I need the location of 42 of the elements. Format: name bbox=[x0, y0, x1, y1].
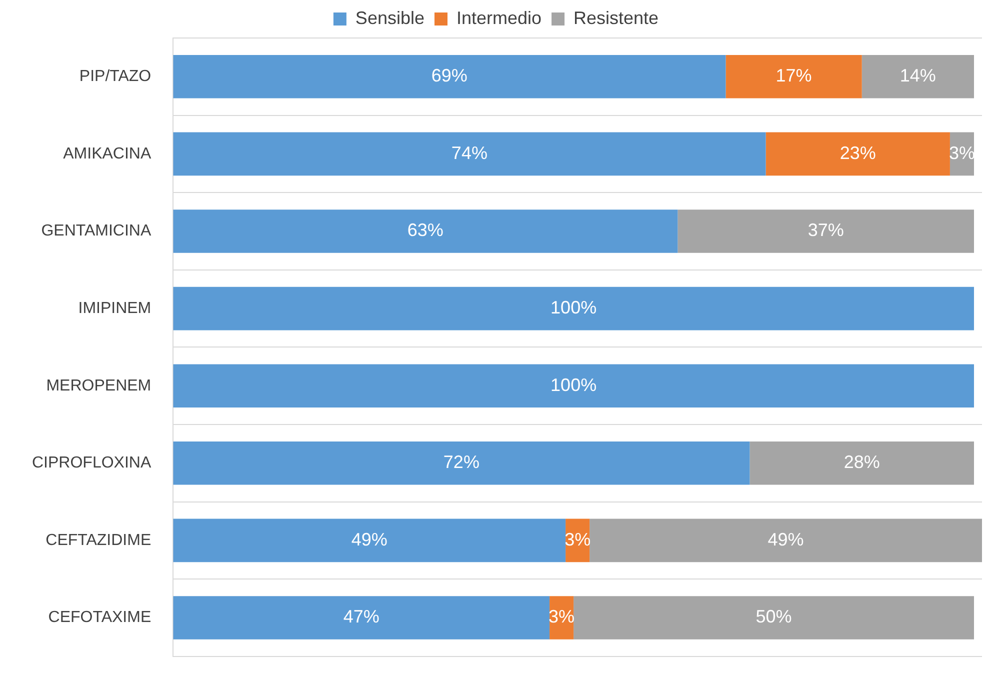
data-label: 50% bbox=[756, 606, 792, 627]
data-label: 100% bbox=[550, 374, 597, 395]
legend-label: Resistente bbox=[574, 8, 659, 28]
bar bbox=[173, 132, 766, 176]
data-label: 69% bbox=[431, 66, 468, 86]
y-tick-label: CEFTAZIDIME bbox=[46, 532, 152, 549]
bar bbox=[862, 55, 974, 98]
legend-label: Intermedio bbox=[456, 8, 542, 28]
bar bbox=[574, 596, 974, 640]
data-label: 49% bbox=[768, 529, 804, 550]
bar bbox=[726, 55, 862, 98]
data-label: 63% bbox=[407, 220, 444, 240]
bar bbox=[678, 210, 974, 253]
bar bbox=[173, 55, 726, 98]
data-label: 23% bbox=[840, 142, 876, 163]
bar bbox=[173, 286, 974, 330]
data-label: 72% bbox=[443, 452, 480, 472]
data-label: 14% bbox=[900, 66, 936, 86]
data-label: 28% bbox=[844, 452, 880, 472]
y-tick-label: GENTAMICINA bbox=[41, 222, 152, 240]
data-label: 3% bbox=[564, 529, 591, 550]
bar bbox=[173, 596, 550, 640]
bar bbox=[766, 132, 950, 176]
bar bbox=[590, 518, 982, 562]
bar bbox=[173, 210, 678, 253]
y-tick-label: PIP/TAZO bbox=[79, 68, 152, 86]
legend-label: Sensible bbox=[355, 8, 424, 28]
data-label: 49% bbox=[351, 529, 388, 550]
y-tick-label: MEROPENEM bbox=[46, 377, 152, 394]
y-tick-label: CIPROFLOXINA bbox=[32, 454, 152, 472]
bar bbox=[173, 442, 750, 485]
bar bbox=[173, 518, 566, 562]
y-tick-label: CEFOTAXIME bbox=[48, 609, 152, 626]
data-label: 37% bbox=[808, 220, 844, 240]
data-label: 100% bbox=[550, 298, 597, 318]
y-tick-label: IMIPINEM bbox=[78, 300, 152, 317]
y-tick-label: AMIKACINA bbox=[63, 145, 152, 162]
bar bbox=[750, 442, 974, 485]
data-label: 74% bbox=[451, 142, 488, 163]
data-label: 47% bbox=[343, 606, 380, 627]
bar bbox=[173, 364, 974, 408]
data-label: 17% bbox=[776, 66, 812, 86]
